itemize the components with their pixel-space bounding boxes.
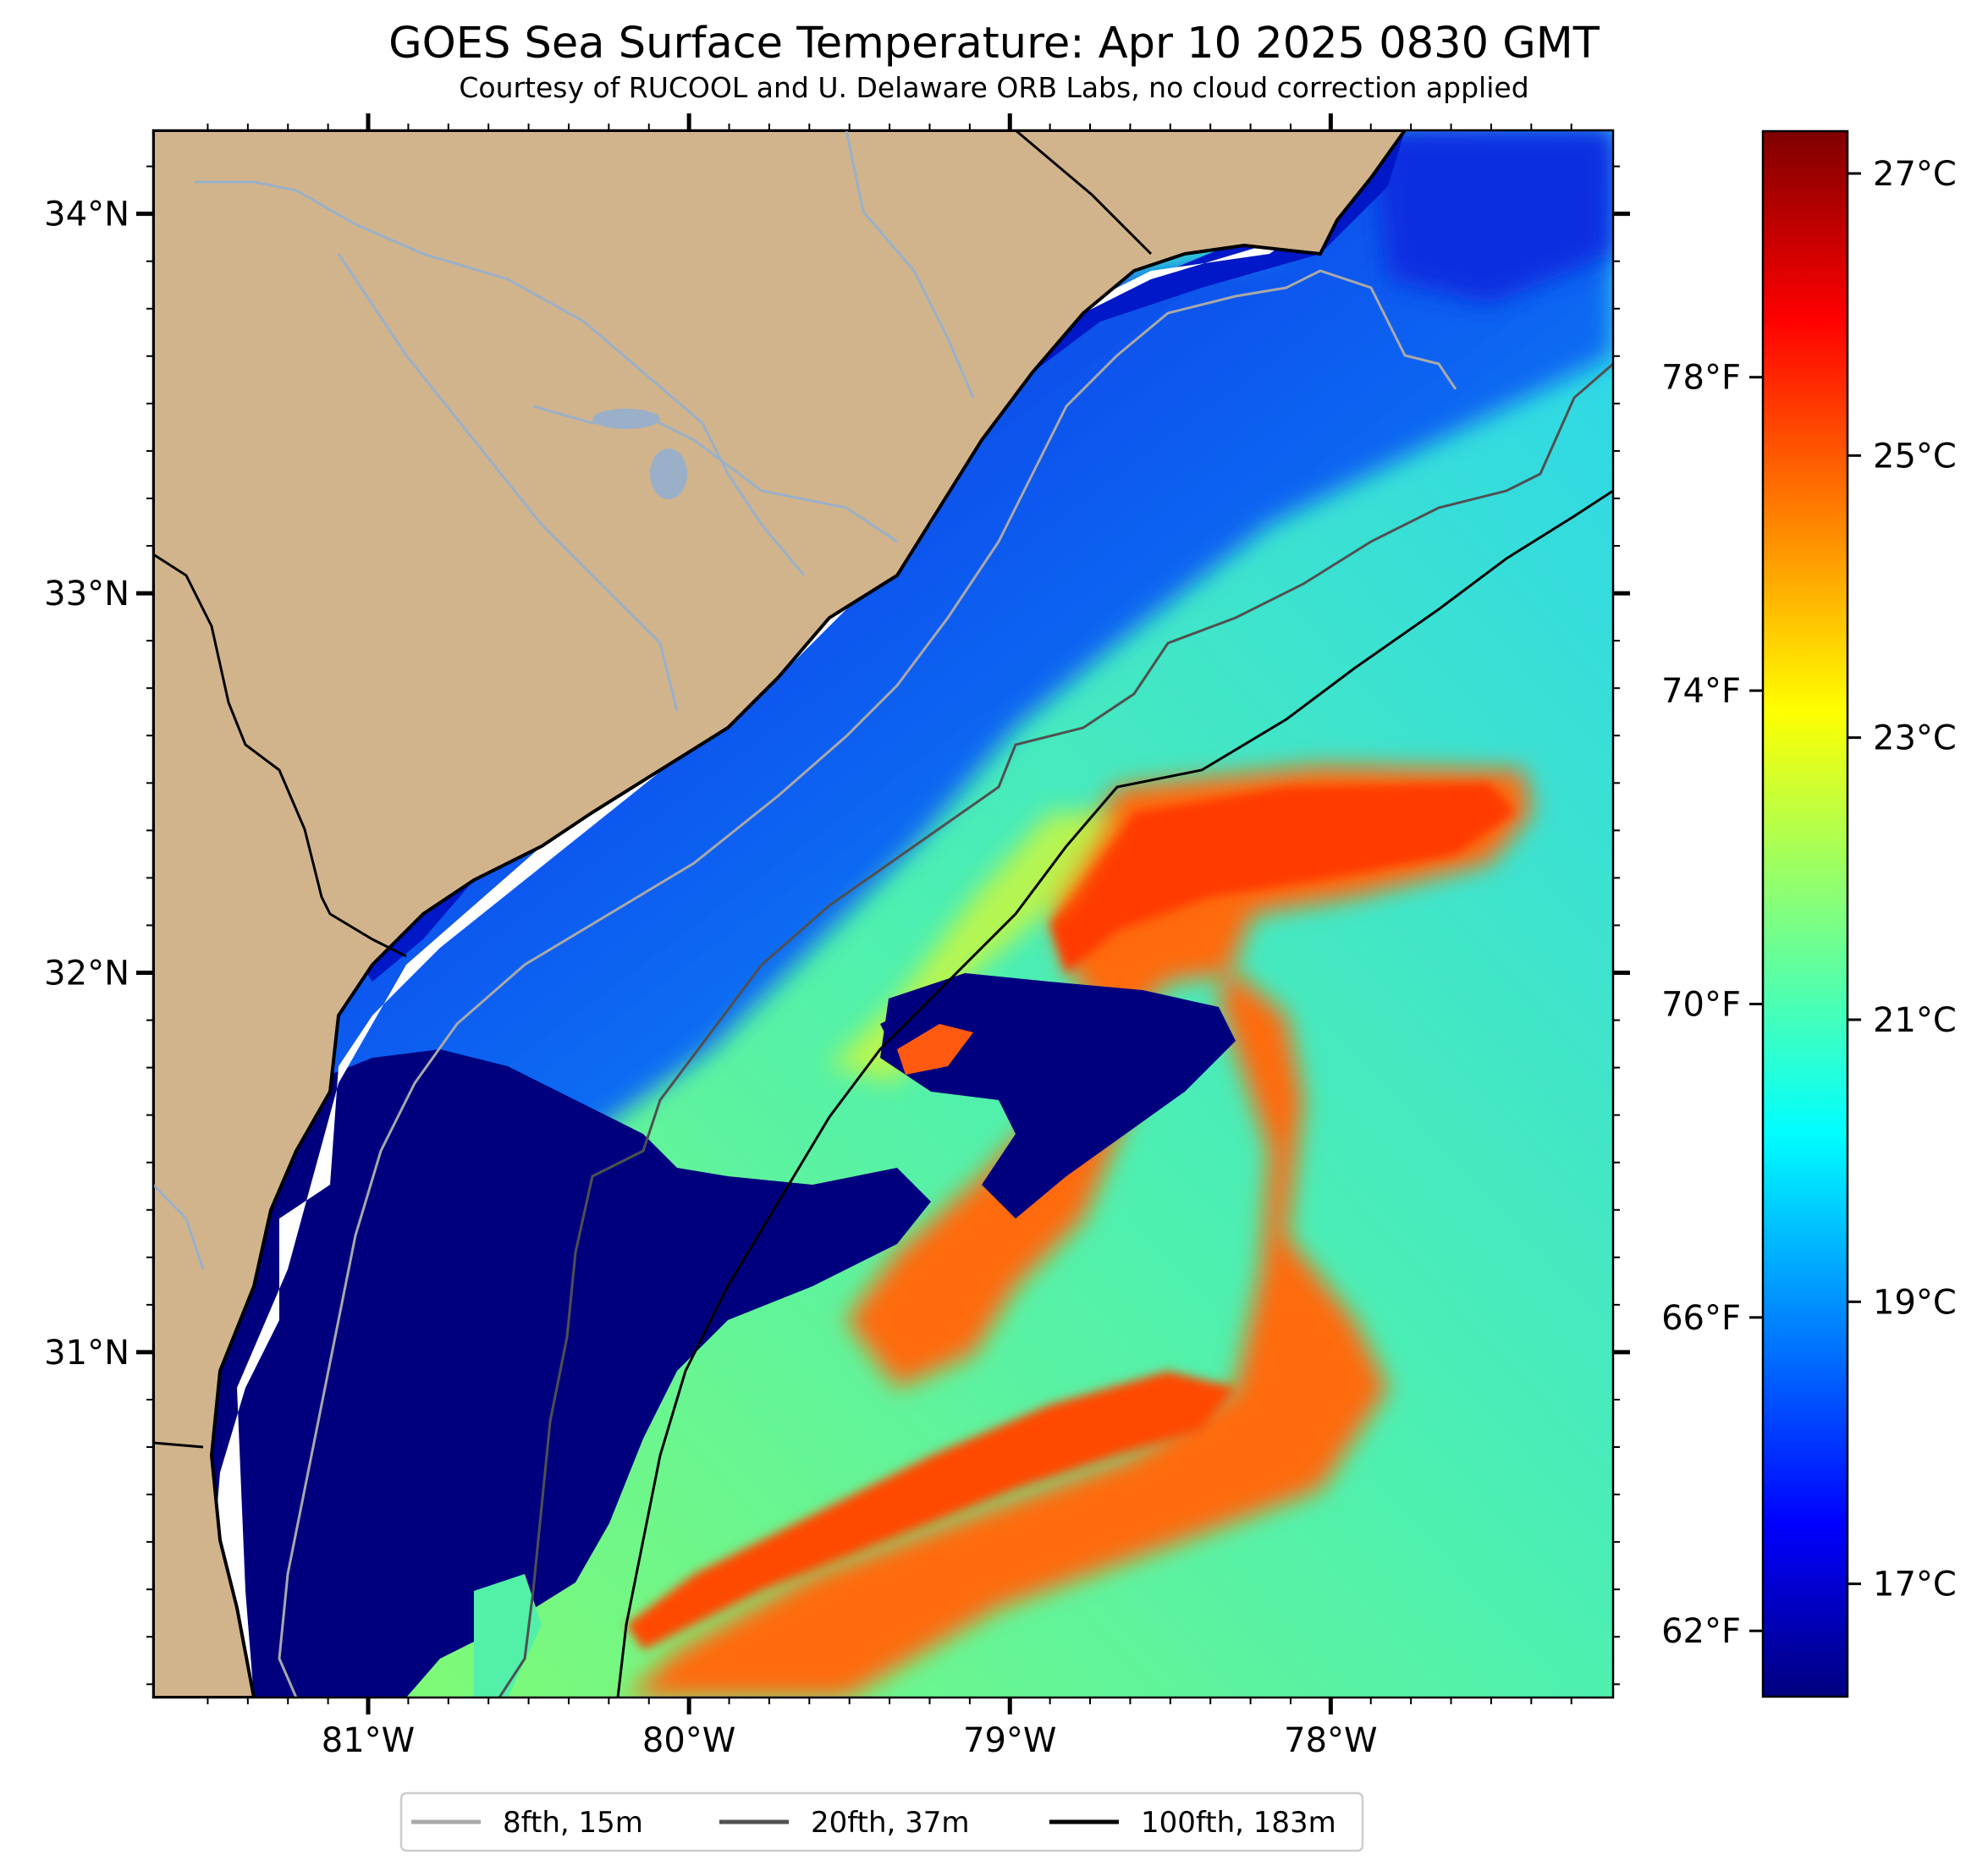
lake-marion xyxy=(592,409,660,429)
celsius-label: 19°C xyxy=(1873,1283,1957,1322)
lat-label: 34°N xyxy=(44,195,129,234)
cold-shelf-water xyxy=(153,1049,931,1698)
lake-moultrie xyxy=(650,448,687,499)
legend-label: 100fth, 183m xyxy=(1141,1806,1336,1840)
lat-label: 33°N xyxy=(44,575,129,614)
lon-label: 78°W xyxy=(1284,1721,1377,1760)
warm-eddy-small xyxy=(897,1024,973,1075)
sst-map[interactable] xyxy=(153,130,1613,1698)
celsius-label: 25°C xyxy=(1873,437,1957,476)
legend-label: 20fth, 37m xyxy=(811,1806,970,1840)
lon-label: 80°W xyxy=(642,1721,735,1760)
longitude-labels: 81°W 80°W 79°W 78°W xyxy=(322,1721,1378,1760)
map-subtitle: Courtesy of RUCOOL and U. Delaware ORB L… xyxy=(459,71,1529,104)
warm-gulf-stream xyxy=(626,766,1532,1698)
fahrenheit-label: 66°F xyxy=(1661,1299,1741,1338)
inshore-warm-patch xyxy=(474,1574,542,1698)
lat-label: 32°N xyxy=(44,955,129,993)
fahrenheit-label: 74°F xyxy=(1661,672,1741,711)
land-mass xyxy=(153,130,1407,1698)
colorbar: 27°C 25°C 23°C 21°C 19°C 17°C 78°F 74°F 70°F 66°… xyxy=(1661,129,1957,1698)
isobath-183m xyxy=(616,489,1613,1698)
isobath-37m xyxy=(498,362,1613,1698)
rivers xyxy=(153,130,975,1270)
isobath-15m xyxy=(278,269,1457,1698)
latitude-labels: 34°N 33°N 32°N 31°N xyxy=(44,195,129,1373)
celsius-ticks: 27°C 25°C 23°C 21°C 19°C 17°C xyxy=(1848,155,1957,1604)
northeast-cold-patch xyxy=(1371,130,1613,305)
celsius-label: 21°C xyxy=(1873,1001,1957,1040)
lon-label: 79°W xyxy=(963,1721,1056,1760)
celsius-label: 27°C xyxy=(1873,155,1957,194)
legend-box xyxy=(399,1791,1364,1852)
shelf-water-blue xyxy=(212,130,1613,1168)
axis-ticks xyxy=(136,113,1630,1714)
legend-label: 8fth, 15m xyxy=(503,1806,643,1840)
celsius-label: 17°C xyxy=(1873,1566,1957,1604)
map-title: GOES Sea Surface Temperature: Apr 10 202… xyxy=(388,19,1600,69)
lon-label: 81°W xyxy=(322,1721,415,1760)
fahrenheit-label: 70°F xyxy=(1661,985,1741,1024)
fahrenheit-ticks: 78°F 74°F 70°F 66°F 62°F xyxy=(1661,359,1763,1651)
fahrenheit-label: 78°F xyxy=(1661,359,1741,398)
warm-core-north xyxy=(1049,783,1515,973)
colorbar-gradient xyxy=(1761,129,1849,1698)
lat-label: 31°N xyxy=(44,1334,129,1373)
fahrenheit-label: 62°F xyxy=(1661,1612,1741,1651)
warm-core-south xyxy=(626,1371,1236,1650)
celsius-label: 23°C xyxy=(1873,719,1957,758)
cold-pocket xyxy=(880,990,990,1058)
map-frame xyxy=(151,129,1615,1699)
isobath-legend: 8fth, 15m 20fth, 37m 100fth, 183m xyxy=(399,1791,1364,1852)
state-borders xyxy=(153,130,1153,1449)
